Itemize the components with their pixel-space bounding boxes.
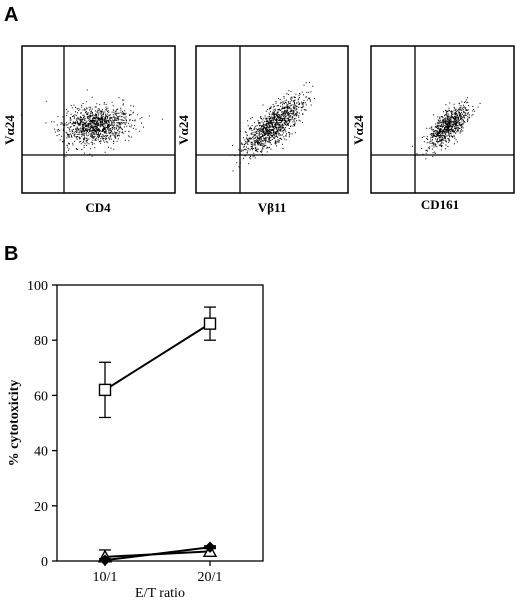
flow-dot-cloud bbox=[412, 97, 481, 160]
data-point bbox=[203, 317, 217, 330]
data-point bbox=[98, 383, 112, 397]
x-tick-label: 20/1 bbox=[198, 570, 223, 585]
y-tick-label: 100 bbox=[27, 279, 48, 294]
flow-dot-cloud bbox=[20, 89, 163, 158]
flow-dots bbox=[229, 81, 315, 172]
flow-dots bbox=[412, 97, 481, 160]
flow-plot-frame bbox=[195, 45, 349, 194]
y-axis-ticks: 0 20 40 60 80 100 bbox=[27, 279, 57, 570]
flow-dot-cloud bbox=[229, 81, 315, 172]
flow-plot-cd4: Vα24 CD4 bbox=[2, 45, 176, 215]
chart-frame bbox=[56, 284, 264, 562]
flow-plot-cd161: Vα24 CD161 bbox=[351, 45, 515, 212]
y-tick-label: 60 bbox=[34, 389, 48, 404]
y-axis-label: % cytotoxicity bbox=[7, 380, 22, 467]
y-tick-label: 20 bbox=[34, 500, 48, 515]
flow-dots bbox=[20, 89, 163, 158]
flow-ylabel: Vα24 bbox=[2, 115, 17, 145]
flow-xlabel: Vβ11 bbox=[258, 200, 287, 215]
series-line bbox=[104, 322, 211, 391]
data-point bbox=[99, 554, 111, 566]
flow-ylabel: Vα24 bbox=[176, 115, 191, 145]
series-open-square bbox=[98, 306, 217, 419]
flow-xlabel: CD161 bbox=[421, 197, 459, 212]
series-layer bbox=[97, 306, 218, 566]
flow-plot-frame bbox=[370, 45, 515, 194]
cytotoxicity-chart: 0 20 40 60 80 100 10/1 20/1 % cytotoxicity E/T… bbox=[7, 279, 264, 601]
x-axis-label: E/T ratio bbox=[135, 586, 185, 601]
flow-xlabel: CD4 bbox=[85, 200, 111, 215]
panel-label-a: A bbox=[4, 4, 19, 26]
x-axis-ticks: 10/1 20/1 bbox=[93, 561, 223, 585]
x-tick-label: 10/1 bbox=[93, 570, 118, 585]
y-tick-label: 0 bbox=[41, 555, 48, 570]
y-tick-label: 80 bbox=[34, 334, 48, 349]
series-filled-diamond bbox=[99, 541, 216, 566]
panel-label-b: B bbox=[4, 243, 19, 265]
y-tick-label: 40 bbox=[34, 445, 48, 460]
data-point bbox=[204, 541, 216, 553]
flow-plot-vb11: Vα24 Vβ11 bbox=[176, 45, 349, 215]
series-line bbox=[104, 546, 211, 562]
flow-plot-frame bbox=[21, 45, 176, 194]
flow-ylabel: Vα24 bbox=[351, 115, 366, 145]
